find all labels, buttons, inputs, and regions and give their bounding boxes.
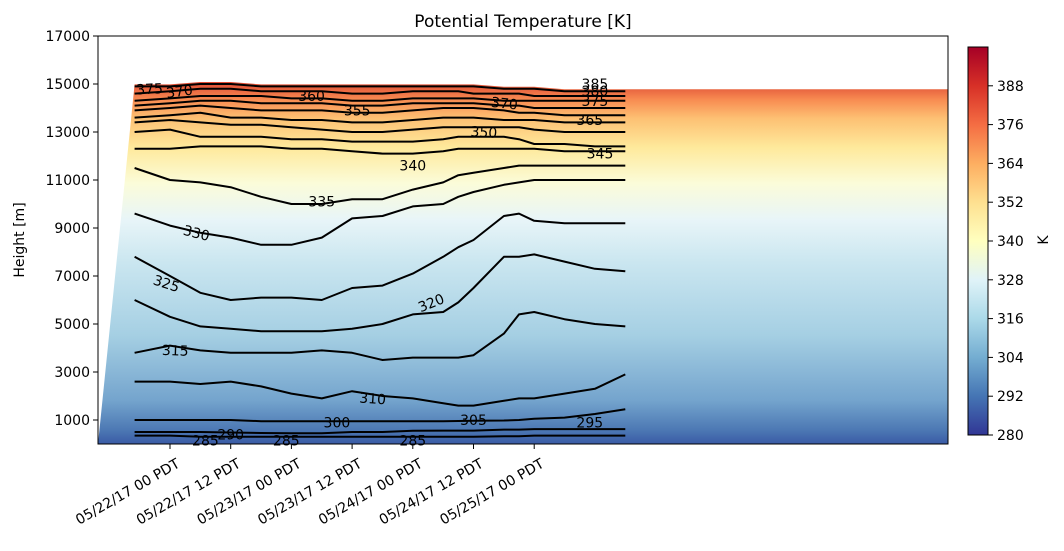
contour-315: [134, 311, 626, 361]
x-tick-label: 05/22/17 12 PDT: [134, 456, 244, 529]
contour-375: [134, 87, 626, 97]
colorbar-tick-label: 364: [997, 156, 1024, 172]
contour-label: 335: [308, 195, 335, 211]
contour-310: [134, 373, 626, 407]
y-tick-label: 1000: [54, 413, 90, 429]
contour-label: 370: [165, 82, 194, 102]
colorbar-tick-label: 376: [997, 118, 1024, 134]
colorbar-tick-label: 280: [997, 428, 1024, 444]
y-tick-label: 7000: [54, 269, 90, 285]
contour-label: 365: [576, 113, 603, 129]
chart-title: Potential Temperature [K]: [414, 12, 631, 32]
colorbar-tick-label: 352: [997, 195, 1024, 211]
y-tick-label: 15000: [45, 77, 90, 93]
contour-label: 290: [217, 427, 244, 443]
contour-label: 285: [273, 433, 300, 449]
contour-370: [134, 95, 626, 102]
contour-label: 355: [344, 103, 371, 119]
contour-label: 285: [399, 433, 426, 449]
contour-305: [134, 408, 626, 423]
contour-label: 330: [181, 223, 211, 245]
contour-label: 300: [324, 415, 351, 431]
contour-label: 370: [490, 95, 518, 114]
colorbar-tick-label: 316: [997, 312, 1024, 328]
contour-label: 310: [359, 390, 387, 408]
colorbar-label: K: [1036, 235, 1052, 245]
x-tick-label: 05/23/17 12 PDT: [255, 456, 365, 529]
x-tick-label: 05/22/17 00 PDT: [73, 456, 183, 529]
colorbar-gradient: [967, 46, 989, 436]
y-tick-label: 5000: [54, 317, 90, 333]
temperature-field: [98, 82, 948, 444]
contour-label: 375: [582, 94, 609, 110]
colorbar: 280 292 304 316 328 340 352 364 376 388 K: [967, 46, 1052, 444]
plot-frame: [97, 35, 949, 445]
y-tick-label: 11000: [45, 173, 90, 189]
colorbar-ticks: 280 292 304 316 328 340 352 364 376 388: [988, 79, 1024, 444]
contour-label: 305: [460, 413, 487, 429]
contour-label: 380: [582, 84, 609, 100]
colorbar-tick-label: 304: [997, 350, 1024, 366]
colorbar-tick-label: 388: [997, 79, 1024, 95]
colorbar-tick-label: 292: [997, 389, 1024, 405]
x-tick-label: 05/24/17 12 PDT: [377, 456, 487, 529]
y-tick-label: 17000: [45, 29, 90, 45]
y-tick-label: 13000: [45, 125, 90, 141]
y-tick-label: 9000: [54, 221, 90, 237]
contour-label: 340: [399, 159, 426, 175]
y-axis-label: Height [m]: [12, 202, 28, 277]
x-tick-label: 05/25/17 00 PDT: [437, 456, 547, 529]
colorbar-tick-label: 340: [997, 234, 1024, 250]
y-tick-label: 3000: [54, 365, 90, 381]
contour-label: 285: [192, 433, 219, 449]
contour-295: [134, 434, 626, 438]
contour-300: [134, 428, 626, 435]
contour-340: [134, 145, 626, 155]
contour-350: [134, 119, 626, 133]
contour-label: 385: [582, 77, 609, 93]
contour-380: [134, 83, 626, 93]
x-tick-label: 05/24/17 00 PDT: [316, 456, 426, 529]
x-tick-label: 05/23/17 00 PDT: [195, 456, 305, 529]
contour-label: 315: [162, 343, 189, 360]
contour-355: [134, 111, 626, 124]
contour-330: [134, 179, 626, 246]
contour-label: 295: [576, 415, 603, 431]
contour-label: 345: [587, 147, 614, 163]
contour-360: [134, 104, 626, 117]
contour-345: [134, 128, 626, 148]
contour-335: [134, 164, 626, 205]
contour-365: [134, 99, 626, 109]
contour-label: 325: [151, 273, 181, 296]
contour-lines: [134, 83, 626, 438]
contour-320: [134, 253, 626, 333]
contour-label: 375: [136, 81, 164, 98]
colorbar-tick-label: 328: [997, 273, 1024, 289]
contour-label: 350: [470, 124, 498, 142]
y-axis: 1000 3000 5000 7000 9000 11000 13000 15000 17000: [45, 29, 98, 429]
contour-label: 360: [298, 89, 325, 105]
contour-325: [134, 212, 626, 301]
